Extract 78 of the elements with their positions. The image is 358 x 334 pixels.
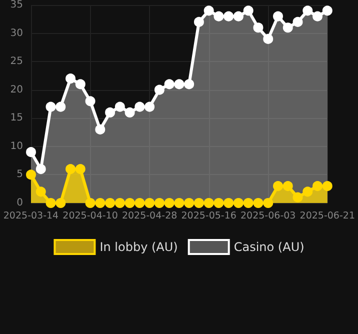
point xyxy=(302,6,313,16)
point xyxy=(46,102,56,112)
point xyxy=(322,181,332,192)
point xyxy=(184,79,194,90)
point xyxy=(75,79,86,90)
y-tick-label: 35 xyxy=(10,0,23,10)
point xyxy=(214,198,224,208)
point xyxy=(253,198,264,208)
point xyxy=(224,11,234,22)
point xyxy=(105,107,116,118)
point xyxy=(233,198,244,208)
legend-label: In lobby (AU) xyxy=(100,240,178,254)
point xyxy=(36,164,46,174)
point xyxy=(243,6,254,16)
y-tick-label: 30 xyxy=(10,28,23,39)
point xyxy=(292,16,303,27)
point xyxy=(194,16,204,27)
point xyxy=(95,124,106,134)
point xyxy=(154,84,164,95)
point xyxy=(114,198,125,208)
point xyxy=(292,192,303,202)
point xyxy=(184,198,194,208)
point xyxy=(124,198,135,208)
x-tick-label: 2025-06-03 xyxy=(240,210,296,222)
point xyxy=(46,198,56,208)
x-tick-label: 2025-04-28 xyxy=(122,210,178,222)
y-tick-label: 10 xyxy=(10,140,23,152)
point xyxy=(144,102,155,112)
point xyxy=(263,34,274,44)
point xyxy=(154,198,164,208)
point xyxy=(233,11,244,22)
y-tick-label: 0 xyxy=(16,198,23,208)
point xyxy=(243,198,254,208)
point xyxy=(95,198,106,208)
point xyxy=(26,147,36,158)
point xyxy=(134,198,145,208)
point xyxy=(66,164,76,174)
point xyxy=(282,22,293,33)
point xyxy=(253,22,264,33)
point xyxy=(114,102,125,112)
point xyxy=(282,181,293,192)
y-tick-label: 20 xyxy=(10,84,23,96)
legend-label: Casino (AU) xyxy=(234,240,304,254)
point xyxy=(204,6,214,16)
point xyxy=(144,198,155,208)
point xyxy=(174,79,184,90)
point xyxy=(124,107,135,118)
point xyxy=(85,96,96,106)
point xyxy=(214,11,224,22)
point xyxy=(75,164,86,174)
point xyxy=(36,186,46,197)
point xyxy=(273,181,283,192)
point xyxy=(322,6,332,16)
point xyxy=(312,181,323,192)
point xyxy=(263,198,274,208)
point xyxy=(302,186,313,197)
point xyxy=(312,11,323,22)
point xyxy=(66,74,76,84)
y-tick-label: 25 xyxy=(10,56,23,68)
point xyxy=(224,198,234,208)
x-tick-label: 2025-03-14 xyxy=(3,210,59,222)
point xyxy=(56,102,66,112)
point xyxy=(273,11,283,22)
x-tick-label: 2025-05-16 xyxy=(181,210,236,222)
y-tick-label: 5 xyxy=(16,169,23,180)
y-tick-label: 15 xyxy=(10,112,23,124)
point xyxy=(105,198,116,208)
point xyxy=(56,198,66,208)
point xyxy=(134,102,145,112)
x-tick-label: 2025-06-21 xyxy=(300,210,356,222)
point xyxy=(174,198,184,208)
x-tick-label: 2025-04-10 xyxy=(62,210,118,222)
point xyxy=(194,198,204,208)
point xyxy=(164,198,174,208)
point xyxy=(164,79,174,90)
point xyxy=(26,170,36,180)
point xyxy=(204,198,214,208)
point xyxy=(85,198,96,208)
